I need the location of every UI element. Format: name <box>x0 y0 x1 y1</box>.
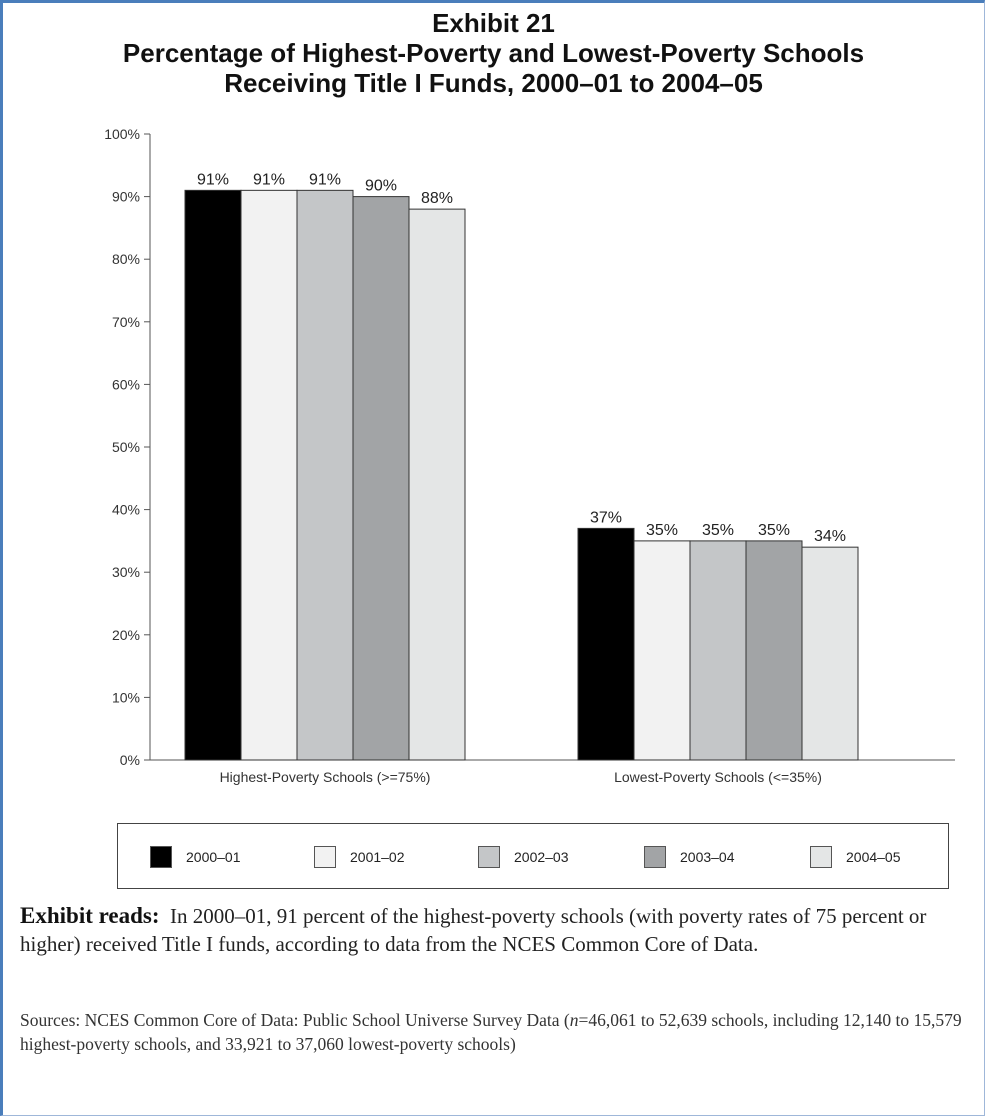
sources-n-symbol: n <box>569 1010 579 1030</box>
y-tick-label: 50% <box>112 439 140 455</box>
bar <box>577 527 635 761</box>
legend-item: 2000–01 <box>150 824 241 890</box>
data-label: 90% <box>365 178 397 195</box>
legend-label: 2001–02 <box>350 849 405 865</box>
exhibit-reads-label: Exhibit reads: <box>20 903 160 928</box>
bar <box>689 540 747 761</box>
exhibit-reads: Exhibit reads: In 2000–01, 91 percent of… <box>20 902 960 958</box>
legend-item: 2004–05 <box>810 824 901 890</box>
y-tick-label: 90% <box>112 189 140 205</box>
legend-swatch <box>644 846 666 868</box>
bar <box>352 196 410 761</box>
chart-title-line-2: Receiving Title I Funds, 2000–01 to 2004… <box>224 68 763 98</box>
data-label: 35% <box>758 522 790 539</box>
bar-chart: 0% 10% 20% 30% 40% 50% 60% 70% 80% 90% 100% 91% 91% 9… <box>104 126 955 785</box>
bar <box>633 540 691 761</box>
y-tick-label: 40% <box>112 502 140 518</box>
legend-swatch <box>314 846 336 868</box>
data-label: 91% <box>197 171 229 188</box>
category-label: Highest-Poverty Schools (>=75%) <box>220 769 431 785</box>
data-label: 37% <box>590 509 622 526</box>
y-tick-label: 80% <box>112 251 140 267</box>
y-tick-label: 0% <box>120 752 140 768</box>
legend-label: 2002–03 <box>514 849 569 865</box>
y-tick-label: 100% <box>104 126 140 142</box>
exhibit-reads-text: In 2000–01, 91 percent of the highest-po… <box>20 904 927 956</box>
data-label: 34% <box>814 528 846 545</box>
sources-note: Sources: NCES Common Core of Data: Publi… <box>20 1008 980 1056</box>
data-label: 91% <box>309 171 341 188</box>
legend-swatch <box>810 846 832 868</box>
y-tick-label: 10% <box>112 689 140 705</box>
data-label: 35% <box>702 522 734 539</box>
legend-item: 2002–03 <box>478 824 569 890</box>
data-label: 88% <box>421 190 453 207</box>
sources-text-end: =46,061 to 52,639 schools, including 12,… <box>20 1010 962 1054</box>
y-tick-label: 20% <box>112 627 140 643</box>
chart-title-line-1: Percentage of Highest-Poverty and Lowest… <box>122 38 865 68</box>
category-label: Lowest-Poverty Schools (<=35%) <box>614 769 822 785</box>
legend-label: 2004–05 <box>846 849 901 865</box>
legend-item: 2003–04 <box>644 824 735 890</box>
bar <box>801 546 859 761</box>
data-label: 35% <box>646 522 678 539</box>
bar <box>745 540 803 761</box>
chart-legend: 2000–01 2001–02 2002–03 2003–04 2004–05 <box>117 823 949 889</box>
bar <box>408 208 466 761</box>
legend-swatch <box>478 846 500 868</box>
data-label: 91% <box>253 171 285 188</box>
y-tick-label: 30% <box>112 564 140 580</box>
y-tick-label: 70% <box>112 314 140 330</box>
bar <box>296 189 354 761</box>
legend-label: 2000–01 <box>186 849 241 865</box>
legend-item: 2001–02 <box>314 824 405 890</box>
y-tick-label: 60% <box>112 376 140 392</box>
bar <box>240 189 298 761</box>
legend-label: 2003–04 <box>680 849 735 865</box>
legend-swatch <box>150 846 172 868</box>
exhibit-number: Exhibit 21 <box>432 8 555 38</box>
sources-text-start: Sources: NCES Common Core of Data: Publi… <box>20 1010 570 1030</box>
bar <box>184 189 242 761</box>
